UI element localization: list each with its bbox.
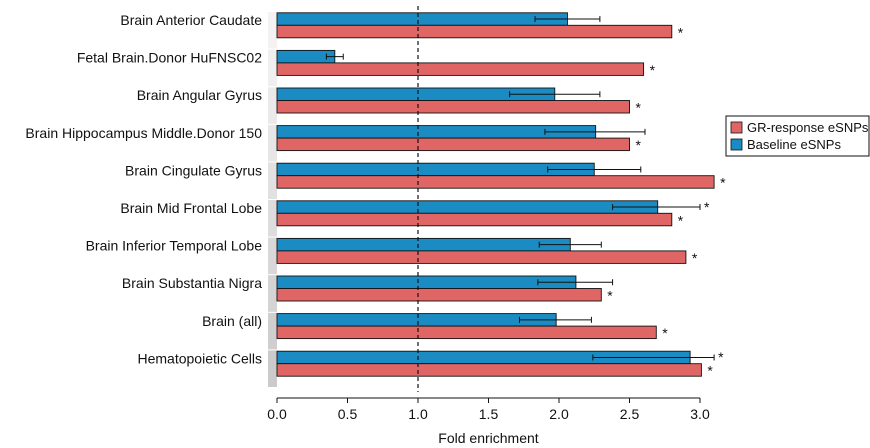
baseline-bar xyxy=(276,313,557,327)
category-label: Brain Angular Gyrus xyxy=(137,87,262,103)
category-label: Brain Mid Frontal Lobe xyxy=(120,200,262,216)
category-label: Brain Substantia Nigra xyxy=(122,275,262,291)
x-tick-label: 1.5 xyxy=(479,406,499,422)
legend-box xyxy=(725,115,870,157)
baseline-bar xyxy=(276,12,568,26)
gr-response-bar xyxy=(276,175,715,189)
significance-star: * xyxy=(707,363,713,379)
gr-response-bar xyxy=(276,62,645,76)
significance-star: * xyxy=(636,137,642,153)
legend-swatch-gr-response xyxy=(730,121,743,134)
category-band xyxy=(268,49,277,87)
significance-star: * xyxy=(678,212,684,228)
category-band xyxy=(268,200,277,237)
gr-response-bar xyxy=(276,250,687,264)
significance-star: * xyxy=(720,175,726,191)
x-tick-label: 1.0 xyxy=(408,406,428,422)
significance-star: * xyxy=(692,250,698,266)
x-axis-title: Fold enrichment xyxy=(438,430,538,446)
significance-star: * xyxy=(636,100,642,116)
significance-star: * xyxy=(662,325,668,341)
x-tick-label: 0.5 xyxy=(338,406,358,422)
significance-markers: * * * * * * * * * * * * xyxy=(607,24,726,378)
significance-star: * xyxy=(650,62,656,78)
x-tick-label: 0.0 xyxy=(267,406,287,422)
category-label: Brain Anterior Caudate xyxy=(120,12,262,28)
category-labels: Brain Anterior Caudate Fetal Brain.Donor … xyxy=(25,12,262,366)
bars-group xyxy=(276,12,715,377)
gr-response-bar xyxy=(276,24,673,39)
category-label: Fetal Brain.Donor HuFNSC02 xyxy=(77,50,262,66)
baseline-bar xyxy=(276,162,595,177)
category-label: Brain Inferior Temporal Lobe xyxy=(86,238,263,254)
category-band xyxy=(268,237,277,275)
gr-response-bar xyxy=(276,212,673,227)
significance-star: * xyxy=(704,199,710,215)
category-band xyxy=(268,275,277,312)
baseline-bar xyxy=(276,200,659,214)
error-bars-group xyxy=(325,16,715,361)
significance-star: * xyxy=(607,288,613,304)
category-label: Hematopoietic Cells xyxy=(138,350,263,366)
legend-label: GR-response eSNPs xyxy=(747,120,869,135)
x-tick-label: 2.5 xyxy=(620,406,640,422)
gr-response-bar xyxy=(276,325,657,340)
category-band xyxy=(268,87,277,124)
x-tick-label: 3.0 xyxy=(690,406,710,422)
baseline-bar xyxy=(276,237,571,252)
legend: GR-response eSNPs Baseline eSNPs xyxy=(725,115,870,157)
category-band xyxy=(268,124,277,162)
baseline-bar xyxy=(276,275,577,289)
significance-star: * xyxy=(718,349,724,365)
x-tick-label: 2.0 xyxy=(549,406,569,422)
x-axis: 0.0 0.5 1.0 1.5 2.0 2.5 3.0 xyxy=(267,397,710,422)
category-label: Brain Cingulate Gyrus xyxy=(125,162,262,178)
gr-response-bar xyxy=(276,363,702,377)
category-label: Brain Hippocampus Middle.Donor 150 xyxy=(25,125,262,141)
legend-swatch-baseline xyxy=(730,138,743,151)
category-band xyxy=(268,312,277,350)
category-band xyxy=(268,12,277,49)
category-band xyxy=(268,162,277,199)
category-band xyxy=(268,350,277,387)
category-label: Brain (all) xyxy=(202,313,262,329)
gr-response-bar xyxy=(276,137,630,152)
gr-response-bar xyxy=(276,288,602,302)
significance-star: * xyxy=(678,24,684,40)
category-bands xyxy=(268,12,277,387)
gr-response-bar xyxy=(276,100,630,114)
legend-label: Baseline eSNPs xyxy=(747,137,841,152)
